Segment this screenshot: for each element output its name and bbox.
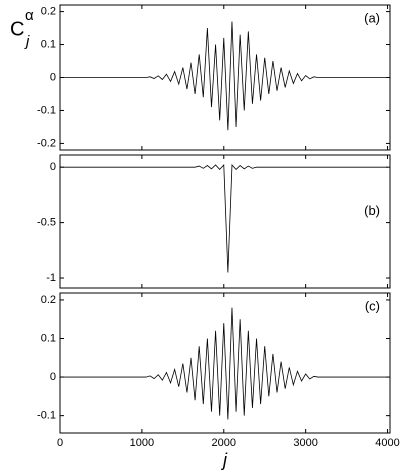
y-tick-label: -0.1 <box>37 410 56 422</box>
y-tick-label: 0.1 <box>41 38 56 50</box>
y-label-base: C <box>10 18 24 40</box>
x-tick-label: 4000 <box>375 437 399 449</box>
y-tick-label: 0 <box>50 161 56 173</box>
x-tick-label: 0 <box>57 437 63 449</box>
y-tick-label: 0 <box>50 371 56 383</box>
x-axis-label: j <box>220 450 228 470</box>
y-tick-label: 0.2 <box>41 5 56 17</box>
y-tick-label: 0.1 <box>41 332 56 344</box>
y-tick-label: -1 <box>46 272 56 284</box>
data-line <box>60 307 388 420</box>
panel-label: (c) <box>365 298 380 313</box>
data-line <box>60 163 388 273</box>
y-tick-label: -0.1 <box>37 104 56 116</box>
plot-frame <box>59 292 391 434</box>
y-tick-label: 0 <box>50 71 56 83</box>
x-tick-label: 3000 <box>293 437 317 449</box>
data-line <box>60 21 388 131</box>
panel-label: (a) <box>364 10 380 25</box>
y-label-sub: j <box>24 33 30 50</box>
plot-frame <box>59 154 391 289</box>
x-tick-label: 2000 <box>212 437 236 449</box>
y-label-sup: α <box>25 7 34 24</box>
y-tick-label: 0.2 <box>41 294 56 306</box>
x-tick-label: 1000 <box>130 437 154 449</box>
panel-label: (b) <box>364 203 380 218</box>
y-tick-label: -0.5 <box>37 217 56 229</box>
y-tick-label: -0.2 <box>37 137 56 149</box>
